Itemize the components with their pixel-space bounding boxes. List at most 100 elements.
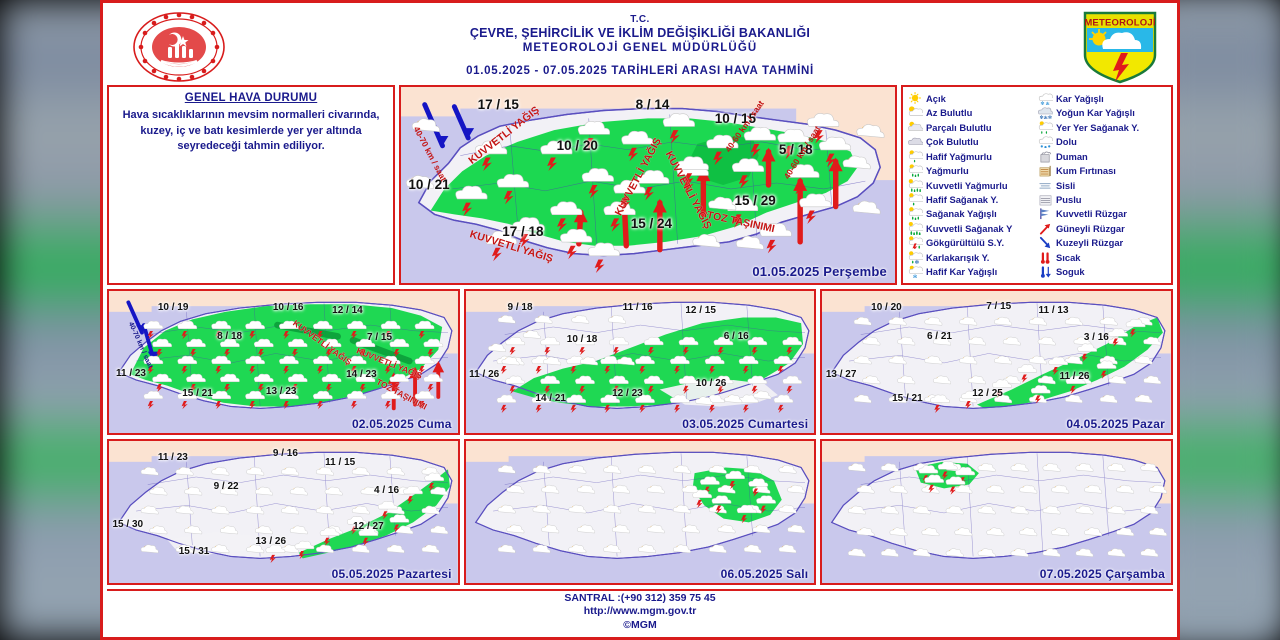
map-sunday[interactable]: 04.05.2025 Pazar 10 / 20 7 / 15 11 / 13 6 /… [820,289,1174,435]
mist-icon [1038,193,1053,206]
legend-item-label: Güneyli Rüzgar [1056,222,1125,234]
meteoroloji-shield-icon: METEOROLOJİ [1081,9,1159,85]
legend-item: Yağmurlu [908,163,1036,178]
legend-item-label: Kuvvetli Sağanak Y [926,222,1013,234]
temperature-label: 10 / 18 [566,333,598,345]
legend-item: Hafif Sağanak Y. [908,192,1036,206]
temperature-label: 14 / 23 [346,369,377,381]
cold-icon [1038,265,1053,279]
header-date-range: 01.05.2025 - 07.05.2025 TARİHLERİ ARASI … [466,65,814,78]
temperature-label: 10 / 26 [695,377,727,389]
temperature-label: 10 / 16 [272,302,304,314]
legend-item-label: Açık [926,92,946,104]
legend-item: Sisli [1038,178,1166,192]
svg-text:✻: ✻ [915,259,920,264]
legend-item-label: Yağmurlu [926,165,969,177]
shield-label: METEOROLOJİ [1084,18,1155,29]
temperature-label: 6 / 21 [926,330,952,342]
map-monday[interactable]: 05.05.2025 Pazartesi 11 / 23 9 / 16 11 / 1… [107,439,460,585]
legend-item-label: Hafif Sağanak Y. [926,193,999,205]
legend-item-label: Puslu [1056,193,1082,205]
temperature-label: 7 / 15 [986,300,1012,312]
south-wind-arrow-icon [1038,222,1053,235]
temperature-label: 7 / 15 [367,332,393,344]
legend-item: ✻ Hafif Kar Yağışlı [908,265,1036,279]
ministry-emblem-icon [131,11,227,83]
legend-item-label: Karlakarışık Y. [926,251,990,263]
heavy-snow-icon: ✻ ✻ ✻ [1038,106,1053,119]
map-friday[interactable]: 02.05.2025 Cuma 10 / 19 10 / 16 12 / 14 8 /… [107,289,460,435]
heavy-shower-icon [908,221,923,235]
map-tuesday[interactable]: 06.05.2025 Salı [463,439,817,585]
header-titles: T.C. ÇEVRE, ŞEHİRCİLİK VE İKLİM DEĞİŞİKL… [466,14,814,78]
map-saturday[interactable]: 03.05.2025 Cumartesi 9 / 18 11 / 16 12 / 1… [463,289,817,435]
legend-item: Çok Bulutlu [908,134,1036,148]
temperature-label: 8 / 14 [635,96,670,112]
legend-item-label: Hafif Yağmurlu [926,150,992,162]
legend-item: Dolu [1038,134,1166,149]
legend-item: Kuzeyli Rüzgar [1038,236,1166,250]
temperature-label: 15 / 21 [182,387,213,399]
map-thursday[interactable]: 01.05.2025 Perşembe 17 / 15 8 / 14 10 / 15… [399,85,897,285]
temperature-label: 10 / 19 [157,302,189,314]
legend-item-label: Yer Yer Sağanak Y. [1056,121,1140,133]
footer-url[interactable]: http://www.mgm.gov.tr [583,605,697,618]
svg-text:✻: ✻ [1044,116,1048,120]
legend-item: Hafif Yağmurlu [908,149,1036,163]
strong-wind-icon [1038,207,1053,220]
legend-item-label: Sağanak Yağışlı [926,208,997,220]
temperature-label: 17 / 15 [477,96,519,112]
temperature-label: 11 / 26 [1059,370,1090,382]
legend-item: Kuvvetli Rüzgar [1038,207,1166,221]
legend-item: ✻ Karlakarışık Y. [908,250,1036,264]
temperature-label: 9 / 22 [213,480,239,492]
legend-item-label: Kuvvetli Rüzgar [1056,208,1127,220]
legend-column-left: Açık Az Bulutlu Parçalı Bulutlu Çok Bulutlu… [908,91,1036,279]
svg-text:✻: ✻ [1040,101,1044,105]
legend-item: Kum Fırtınası [1038,163,1166,177]
poster-header: T.C. ÇEVRE, ŞEHİRCİLİK VE İKLİM DEĞİŞİKL… [107,7,1173,85]
temperature-label: 17 / 18 [502,224,544,240]
legend-item-label: Sisli [1056,179,1076,191]
svg-text:✻: ✻ [1048,115,1052,119]
temperature-label: 15 / 24 [630,216,672,232]
map-wednesday[interactable]: 07.05.2025 Çarşamba [820,439,1174,585]
legend-item: Parçalı Bulutlu [908,120,1036,134]
legend-item: Güneyli Rüzgar [1038,221,1166,235]
legend-item: Gökgürültülü S.Y. [908,236,1036,250]
temperature-label: 3 / 16 [1083,332,1109,344]
header-directorate: METEOROLOJİ GENEL MÜDÜRLÜĞÜ [522,42,758,55]
footer-phone: SANTRAL :(+90 312) 359 75 45 [564,592,716,605]
light-snow-icon: ✻ [908,265,923,278]
legend-item: ✻ ✻ ✻ Yoğun Kar Yağışlı [1038,105,1166,119]
temperature-label: 9 / 16 [272,448,298,460]
temperature-label: 13 / 27 [825,369,857,381]
legend-item-label: Kuvvetli Yağmurlu [926,179,1008,191]
temperature-label: 10 / 21 [408,177,450,193]
legend-item-label: Az Bulutlu [926,107,973,119]
map-monday-date: 05.05.2025 Pazartesi [331,567,452,581]
temperature-label: 15 / 31 [178,546,210,558]
svg-text:✻: ✻ [913,274,918,279]
legend-item: Az Bulutlu [908,105,1036,119]
legend-item-label: Kuzeyli Rüzgar [1056,237,1124,249]
light-rain-icon [908,149,923,163]
shower-icon [908,207,923,221]
temperature-label: 14 / 21 [535,393,566,405]
svg-text:✻: ✻ [1046,101,1050,105]
temperature-label: 11 / 15 [325,456,356,468]
fog-icon [1038,179,1053,192]
north-wind-arrow-icon [1038,236,1053,249]
map-wednesday-date: 07.05.2025 Çarşamba [1039,567,1166,581]
legend-item-label: Sıcak [1056,251,1081,263]
temperature-label: 11 / 13 [1038,305,1069,317]
temperature-label: 9 / 18 [507,302,533,314]
legend-item: Yer Yer Sağanak Y. [1038,120,1166,134]
legend-item: Kuvvetli Sağanak Y [908,221,1036,235]
snow-icon: ✻ ✻ [1038,92,1053,105]
legend-item: Kuvvetli Yağmurlu [908,178,1036,192]
legend-item-label: Çok Bulutlu [926,136,979,148]
forecast-poster: T.C. ÇEVRE, ŞEHİRCİLİK VE İKLİM DEĞİŞİKL… [100,0,1180,640]
hail-icon [1038,135,1053,149]
temperature-label: 11 / 26 [469,369,500,381]
